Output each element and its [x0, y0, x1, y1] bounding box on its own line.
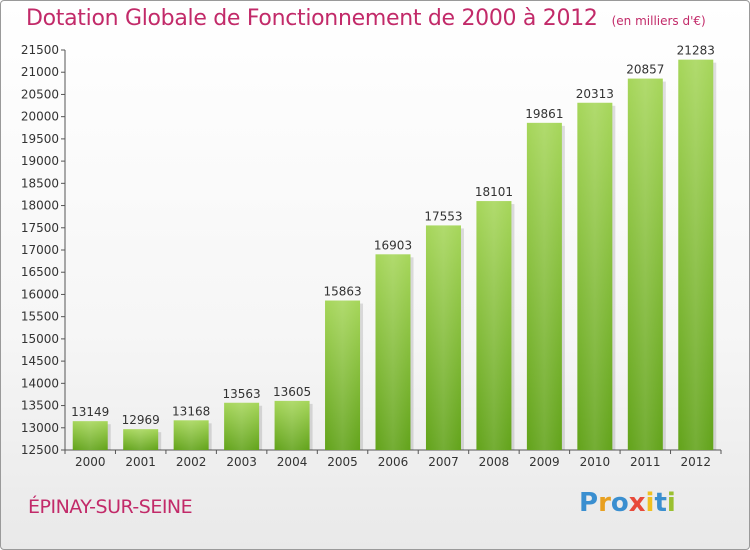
data-label: 16903 — [374, 238, 412, 252]
chart-bars — [72, 59, 717, 451]
bar-highlight — [577, 102, 613, 450]
logo-letter: P — [579, 488, 599, 518]
x-tick-label: 2010 — [580, 455, 611, 469]
y-tick-label: 15500 — [21, 310, 59, 324]
y-tick-label: 13000 — [21, 421, 59, 435]
bar-highlight — [72, 421, 108, 450]
bar-highlight — [526, 122, 562, 450]
y-tick-label: 21500 — [21, 43, 59, 57]
y-tick-label: 18500 — [21, 176, 59, 190]
data-label: 13563 — [223, 387, 261, 401]
bar-highlight — [678, 59, 714, 451]
y-tick-label: 16500 — [21, 265, 59, 279]
data-label: 12969 — [122, 413, 160, 427]
x-tick-label: 2011 — [630, 455, 661, 469]
x-tick-label: 2007 — [428, 455, 459, 469]
data-label: 19861 — [525, 107, 563, 121]
data-label: 13168 — [172, 404, 210, 418]
logo-letter: i — [645, 488, 655, 518]
y-tick-label: 19500 — [21, 132, 59, 146]
bar-highlight — [123, 429, 159, 450]
logo-letter: x — [628, 488, 646, 518]
x-tick-label: 2001 — [125, 455, 156, 469]
commune-name: ÉPINAY-SUR-SEINE — [28, 496, 193, 518]
chart-title-block: Dotation Globale de Fonctionnement de 20… — [26, 6, 706, 31]
bar-highlight — [325, 300, 361, 450]
y-tick-label: 14500 — [21, 354, 59, 368]
data-label: 18101 — [475, 185, 513, 199]
y-tick-label: 17500 — [21, 221, 59, 235]
x-tick-label: 2006 — [378, 455, 409, 469]
bar-highlight — [476, 201, 512, 450]
logo-letter: i — [666, 488, 676, 518]
bar-highlight — [274, 400, 310, 450]
y-tick-label: 18000 — [21, 199, 59, 213]
y-tick-label: 19000 — [21, 154, 59, 168]
chart-labels: 13149 12969 13168 13563 13605 15863 16903 17553… — [71, 44, 715, 428]
data-label: 20313 — [576, 87, 614, 101]
data-label: 21283 — [677, 44, 715, 58]
x-tick-label: 2012 — [680, 455, 711, 469]
data-label: 17553 — [424, 209, 462, 223]
data-label: 13149 — [71, 405, 109, 419]
y-tick-label: 21000 — [21, 65, 59, 79]
data-label: 20857 — [626, 63, 664, 77]
y-tick-label: 20000 — [21, 110, 59, 124]
chart-axes: 12500 13000 13500 14000 14500 15000 15500 16000… — [21, 43, 722, 469]
data-label: 13605 — [273, 385, 311, 399]
logo-letter: o — [610, 488, 629, 518]
y-tick-label: 16000 — [21, 287, 59, 301]
y-tick-label: 13500 — [21, 399, 59, 413]
bar-highlight — [224, 402, 260, 450]
logo-letter: t — [654, 488, 667, 518]
x-tick-label: 2009 — [529, 455, 560, 469]
bar-highlight — [627, 78, 663, 451]
x-tick-label: 2000 — [75, 455, 106, 469]
bar-highlight — [173, 420, 209, 450]
bar-highlight — [425, 225, 461, 450]
y-tick-label: 20500 — [21, 87, 59, 101]
y-tick-label: 14000 — [21, 376, 59, 390]
x-tick-label: 2005 — [327, 455, 358, 469]
chart-title: Dotation Globale de Fonctionnement de 20… — [26, 6, 598, 31]
y-tick-label: 15000 — [21, 332, 59, 346]
x-tick-label: 2003 — [226, 455, 257, 469]
chart-unit-note: (en milliers d'€) — [611, 14, 706, 28]
logo-letter: r — [598, 488, 611, 518]
y-tick-label: 12500 — [21, 443, 59, 457]
x-tick-label: 2008 — [479, 455, 510, 469]
x-tick-label: 2002 — [176, 455, 207, 469]
x-tick-label: 2004 — [277, 455, 308, 469]
proxiti-logo: Proxiti — [579, 488, 676, 518]
bar-highlight — [375, 254, 411, 450]
data-label: 15863 — [323, 285, 361, 299]
y-tick-label: 17000 — [21, 243, 59, 257]
